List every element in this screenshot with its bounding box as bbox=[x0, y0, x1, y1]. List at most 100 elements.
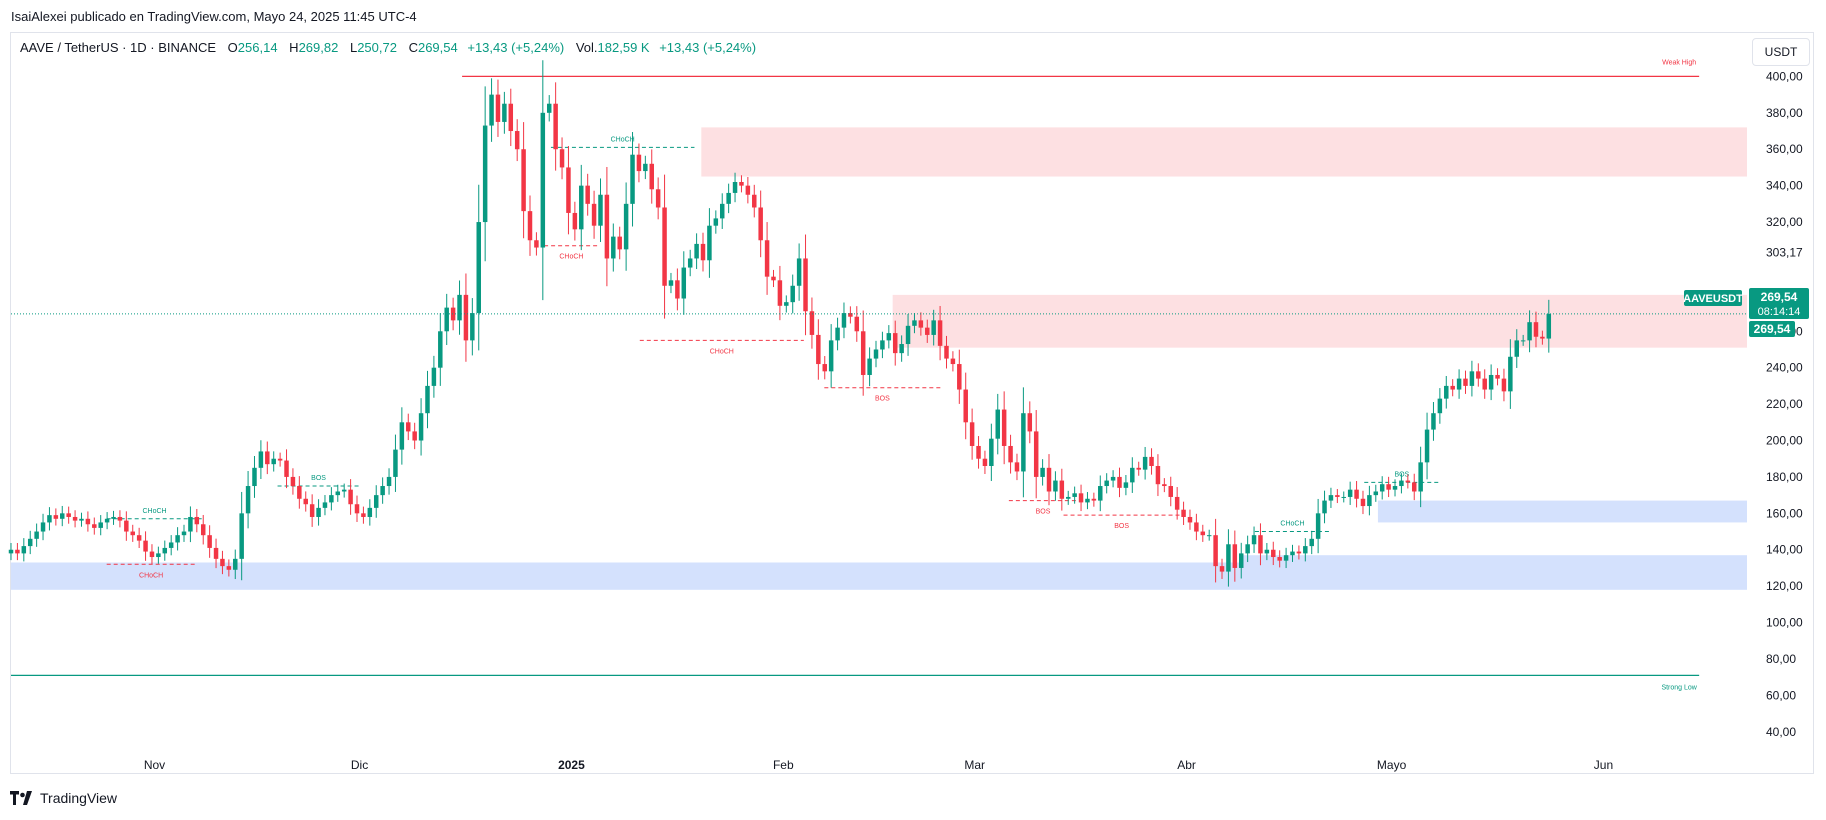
candle-body bbox=[1303, 546, 1308, 554]
candle-body bbox=[1040, 467, 1045, 477]
y-tick-label: 160,00 bbox=[1766, 506, 1803, 520]
published-line: IsaiAlexei publicado en TradingView.com,… bbox=[11, 9, 417, 24]
candle-body bbox=[143, 540, 148, 552]
candle-body bbox=[1335, 495, 1340, 497]
y-tick-label: 60,00 bbox=[1766, 688, 1796, 702]
candle-body bbox=[98, 522, 103, 528]
candle-body bbox=[655, 189, 661, 208]
x-tick-label: 2025 bbox=[558, 758, 585, 772]
candle-body bbox=[277, 458, 283, 461]
candle-body bbox=[1174, 496, 1180, 510]
candle-body bbox=[1418, 462, 1423, 492]
candle-body bbox=[1232, 544, 1238, 568]
low-value: 250,72 bbox=[357, 40, 397, 55]
y-tick-label: 100,00 bbox=[1766, 616, 1803, 630]
price-tag-bg bbox=[1749, 288, 1809, 319]
footer: TradingView bbox=[10, 790, 117, 806]
candle-body bbox=[1238, 553, 1244, 568]
candle-body bbox=[265, 451, 270, 465]
candle-body bbox=[1514, 340, 1520, 357]
x-tick-label: Jun bbox=[1594, 758, 1613, 772]
candle-body bbox=[207, 535, 212, 548]
candle-body bbox=[1046, 467, 1052, 492]
symbol-label[interactable]: AAVE / TetherUS · 1D · BINANCE bbox=[20, 40, 217, 55]
currency-button[interactable]: USDT bbox=[1752, 38, 1810, 66]
candle-body bbox=[989, 438, 994, 466]
candle-body bbox=[425, 385, 430, 414]
y-tick-label: 200,00 bbox=[1766, 434, 1803, 448]
candle-body bbox=[162, 547, 168, 554]
y-tick-label: 340,00 bbox=[1766, 179, 1803, 193]
candle-body bbox=[149, 551, 155, 558]
candle-body bbox=[386, 476, 392, 487]
x-tick-label: Feb bbox=[773, 758, 794, 772]
candle-body bbox=[905, 325, 911, 345]
structure-label: BOS bbox=[1036, 509, 1051, 516]
structure-label: CHoCH bbox=[710, 348, 734, 355]
candle-body bbox=[803, 258, 808, 312]
candle-body bbox=[636, 154, 642, 172]
candle-body bbox=[1322, 500, 1327, 514]
candle-body bbox=[156, 553, 161, 558]
countdown-tag: 08:14:14 bbox=[1758, 306, 1801, 318]
candle-body bbox=[1482, 378, 1487, 390]
candle-body bbox=[816, 334, 821, 365]
candle-body bbox=[111, 516, 116, 519]
candle-body bbox=[1251, 535, 1257, 545]
x-tick-label: Mayo bbox=[1377, 758, 1407, 772]
candle-body bbox=[463, 294, 469, 341]
candle-body bbox=[245, 486, 251, 514]
candle-body bbox=[8, 549, 14, 554]
candle-body bbox=[1033, 431, 1039, 477]
structure-label: BOS bbox=[311, 475, 326, 482]
candle-body bbox=[687, 258, 693, 268]
candle-body bbox=[348, 489, 353, 505]
candle-body bbox=[1206, 535, 1212, 537]
candle-body bbox=[373, 495, 379, 508]
candle-body bbox=[194, 516, 200, 525]
candle-body bbox=[1245, 544, 1250, 554]
candle-body bbox=[694, 243, 699, 259]
candle-body bbox=[944, 345, 949, 359]
candle-body bbox=[809, 311, 815, 335]
candle-body bbox=[252, 467, 257, 487]
candle-body bbox=[854, 316, 860, 332]
candle-body bbox=[1444, 385, 1449, 399]
high-label: H bbox=[289, 40, 299, 55]
candle-body bbox=[341, 489, 347, 492]
high-value: 269,82 bbox=[298, 40, 339, 55]
candle-body bbox=[1405, 480, 1411, 483]
candle-body bbox=[181, 531, 187, 536]
candle-body bbox=[950, 358, 956, 365]
candle-body bbox=[188, 516, 193, 532]
candle-body bbox=[335, 491, 341, 496]
candle-body bbox=[1226, 544, 1231, 572]
candle-body bbox=[892, 333, 898, 354]
candle-body bbox=[1104, 480, 1109, 487]
price-tag2-bg bbox=[1749, 321, 1795, 337]
y-tick-label: 180,00 bbox=[1766, 470, 1803, 484]
candle-body bbox=[1136, 467, 1141, 470]
candle-body bbox=[444, 307, 449, 332]
candle-body bbox=[585, 185, 590, 204]
candle-body bbox=[1540, 336, 1545, 339]
candle-body bbox=[1271, 549, 1276, 558]
candle-body bbox=[995, 409, 1000, 439]
candle-body bbox=[213, 547, 219, 559]
candle-body bbox=[367, 507, 373, 517]
candle-body bbox=[912, 320, 917, 326]
candle-body bbox=[1354, 489, 1359, 499]
candle-body bbox=[1155, 466, 1161, 485]
candle-body bbox=[1078, 493, 1084, 503]
y-tick-label: 80,00 bbox=[1766, 652, 1796, 666]
candle-body bbox=[1379, 484, 1385, 492]
y-tick-label: 120,00 bbox=[1766, 579, 1803, 593]
candle-body bbox=[168, 542, 174, 548]
candle-body bbox=[1341, 496, 1346, 498]
candle-body bbox=[85, 518, 91, 525]
candle-body bbox=[489, 94, 494, 126]
candle-body bbox=[604, 194, 610, 259]
candle-body bbox=[925, 327, 930, 335]
candle-body bbox=[72, 516, 78, 521]
